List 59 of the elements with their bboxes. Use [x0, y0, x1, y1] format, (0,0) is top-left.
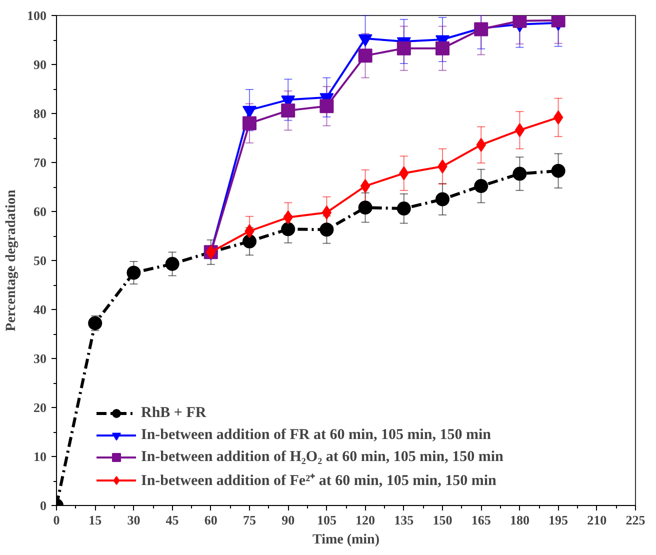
x-tick-label: 195: [548, 512, 569, 528]
x-tick-label: 135: [394, 512, 414, 528]
y-tick-label: 80: [34, 106, 46, 121]
y-tick-label: 90: [34, 57, 46, 72]
y-tick-label: 30: [34, 351, 46, 366]
point: [436, 41, 450, 56]
point: [360, 179, 370, 194]
y-tick-label: 10: [34, 449, 46, 464]
point: [320, 222, 334, 237]
point: [165, 256, 180, 271]
point: [551, 164, 566, 178]
y-tick-label: 50: [34, 253, 46, 268]
x-tick-label: 0: [53, 512, 60, 528]
legend-label: RhB + FR: [141, 404, 206, 422]
point: [322, 205, 332, 220]
x-tick-label: 45: [166, 512, 180, 528]
point: [553, 110, 564, 124]
point: [242, 234, 256, 248]
point: [242, 106, 256, 118]
legend-label: In-between addition of FR at 60 min, 105 min, 150 min: [141, 426, 492, 444]
x-tick-label: 210: [587, 512, 607, 528]
point: [514, 123, 525, 138]
y-tick-label: 70: [34, 155, 46, 170]
legend-label: In-between addition of Fe²⁺ at 60 min, 105 min, 150 min: [141, 472, 496, 490]
point: [320, 99, 334, 114]
point: [358, 200, 372, 215]
y-tick-label: 60: [34, 204, 46, 219]
point: [358, 48, 372, 63]
point: [281, 222, 296, 236]
point: [551, 16, 566, 28]
y-tick-label: 40: [34, 302, 46, 317]
legend-label: In-between addition of H₂O₂ at 60 min, 105 min, 150 min: [141, 448, 504, 466]
x-tick-label: 90: [282, 512, 295, 528]
point: [474, 179, 488, 194]
y-tick-label: 0: [40, 498, 46, 513]
x-tick-label: 60: [204, 512, 218, 528]
point: [242, 116, 256, 130]
point: [512, 16, 527, 28]
y-axis-title: Percentage degradation: [4, 189, 19, 332]
point: [281, 104, 296, 118]
x-tick-label: 105: [316, 512, 337, 528]
x-tick-label: 30: [127, 512, 140, 528]
point: [436, 192, 450, 206]
x-tick-label: 75: [243, 512, 256, 528]
x-axis-title: Time (min): [312, 532, 380, 548]
x-tick-label: 120: [356, 512, 376, 528]
x-tick-label: 225: [626, 512, 646, 528]
point: [88, 316, 102, 330]
point: [396, 41, 411, 56]
x-tick-label: 165: [471, 512, 492, 528]
point: [512, 166, 527, 181]
point: [126, 266, 141, 280]
x-tick-label: 150: [432, 512, 452, 528]
point: [358, 34, 372, 47]
point: [396, 202, 411, 216]
x-tick-label: 15: [88, 512, 102, 528]
x-tick-label: 180: [510, 512, 530, 528]
y-tick-label: 20: [34, 400, 46, 415]
y-tick-label: 100: [27, 8, 46, 23]
